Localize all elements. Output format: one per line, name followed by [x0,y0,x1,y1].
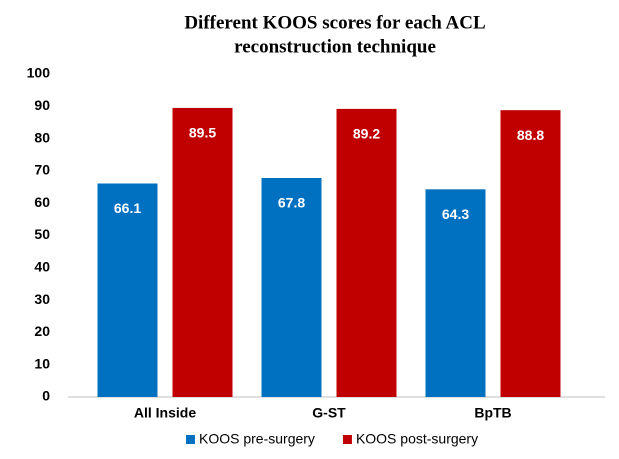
bar [261,178,322,397]
y-tick-label: 10 [34,355,50,371]
value-label: 89.2 [353,126,380,142]
chart-title: reconstruction technique [234,36,436,57]
y-tick-label: 40 [34,259,50,275]
value-label: 88.8 [517,127,544,143]
legend-label: KOOS pre-surgery [199,431,315,447]
y-tick-label: 60 [34,194,50,210]
bar [97,183,158,397]
y-tick-label: 0 [42,388,50,404]
value-label: 89.5 [189,125,216,141]
y-tick-label: 90 [34,97,50,113]
y-tick-label: 50 [34,226,50,242]
bar [172,107,233,397]
value-label: 64.3 [442,206,469,222]
value-label: 66.1 [114,200,141,216]
y-tick-label: 20 [34,323,50,339]
legend-label: KOOS post-surgery [356,431,478,447]
x-tick-label: BpTB [474,405,511,421]
x-tick-label: All Inside [134,405,196,421]
y-tick-label: 70 [34,162,50,178]
chart-title: Different KOOS scores for each ACL [184,12,485,33]
bar [336,108,397,397]
bar [425,189,486,397]
y-tick-label: 80 [34,129,50,145]
legend-swatch [342,435,352,444]
bar [500,110,561,398]
value-label: 67.8 [278,195,305,211]
y-tick-label: 100 [27,65,51,81]
legend-swatch [186,435,195,444]
y-tick-label: 30 [34,291,50,307]
x-tick-label: G-ST [312,405,346,421]
